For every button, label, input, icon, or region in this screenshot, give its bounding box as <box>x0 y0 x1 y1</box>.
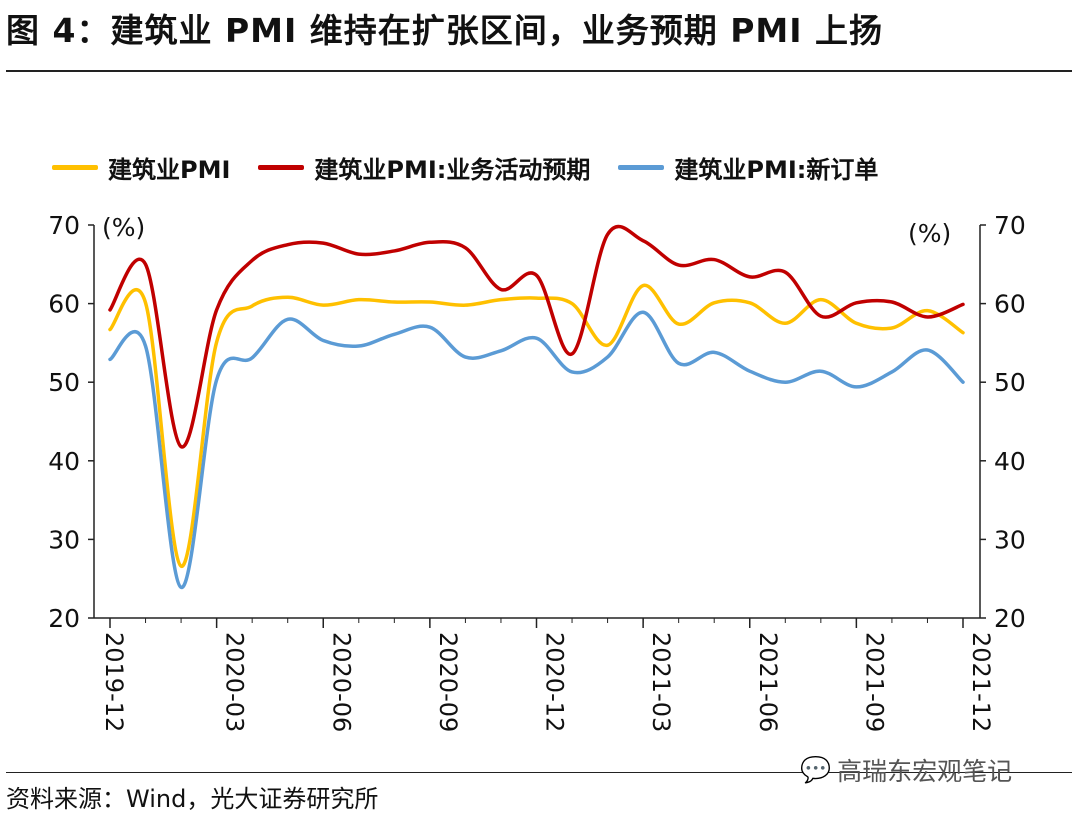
legend-swatch-yellow <box>52 165 98 170</box>
legend-label: 建筑业PMI:新订单 <box>674 156 879 184</box>
y-tick-label-right: 50 <box>994 368 1026 397</box>
y-tick-label-right: 20 <box>994 604 1026 633</box>
x-tick-label: 2019-12 <box>100 632 128 732</box>
y-tick-label-right: 40 <box>994 447 1026 476</box>
y-tick-label-left: 20 <box>48 604 80 633</box>
x-tick-label: 2021-12 <box>967 632 995 732</box>
x-tick-label: 2020-03 <box>221 632 249 732</box>
y-tick-label-left: 30 <box>48 525 80 554</box>
page-title: 图 4：建筑业 PMI 维持在扩张区间，业务预期 PMI 上扬 <box>6 11 884 50</box>
y-tick-label-right: 70 <box>994 211 1026 240</box>
x-tick-label: 2021-03 <box>647 632 675 732</box>
series-line-1 <box>108 224 965 449</box>
source-note: 资料来源：Wind，光大证券研究所 <box>6 785 379 813</box>
y-tick-label-left: 50 <box>48 368 80 397</box>
title-divider <box>6 70 1072 72</box>
chart-axes: 20 20 30 30 40 40 50 50 60 60 70 70 (%) (%) <box>48 211 1026 633</box>
chart-legend: 建筑业PMI 建筑业PMI:业务活动预期 建筑业PMI:新订单 <box>52 150 878 185</box>
legend-label: 建筑业PMI <box>108 156 231 184</box>
y-unit-label-right: (%) <box>908 219 951 248</box>
legend-item-construction-pmi: 建筑业PMI <box>52 150 230 185</box>
source-divider <box>6 772 1072 773</box>
y-tick-label-left: 70 <box>48 211 80 240</box>
series-line-0 <box>108 283 965 568</box>
y-tick-label-right: 30 <box>994 525 1026 554</box>
legend-item-new-orders: 建筑业PMI:新订单 <box>618 150 878 185</box>
watermark-text: 高瑞东宏观笔记 <box>837 757 1013 786</box>
series-line-2 <box>108 310 965 590</box>
y-tick-label-left: 60 <box>48 290 80 319</box>
wechat-icon: 💬 <box>800 755 832 784</box>
chart-series <box>108 224 965 590</box>
x-tick-label: 2021-09 <box>860 632 888 732</box>
x-axis-labels: 2019-12 2020-03 2020-06 2020-09 2020-12 2021-… <box>100 632 995 732</box>
x-tick-label: 2020-09 <box>434 632 462 732</box>
x-tick-label: 2020-06 <box>327 632 355 732</box>
legend-swatch-red <box>258 165 305 170</box>
legend-label: 建筑业PMI:业务活动预期 <box>314 156 591 184</box>
y-unit-label-left: (%) <box>102 213 145 242</box>
x-tick-label: 2021-06 <box>754 632 782 732</box>
y-tick-label-right: 60 <box>994 290 1026 319</box>
x-tick-label: 2020-12 <box>541 632 569 732</box>
y-tick-label-left: 40 <box>48 447 80 476</box>
watermark: 💬 高瑞东宏观笔记 <box>800 752 1012 788</box>
legend-swatch-blue <box>618 165 665 170</box>
legend-item-business-expectation: 建筑业PMI:业务活动预期 <box>258 150 590 185</box>
